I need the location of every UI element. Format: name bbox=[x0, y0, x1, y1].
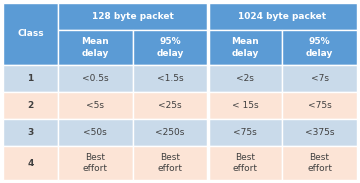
Bar bbox=[207, 3, 357, 30]
Bar bbox=[58, 65, 133, 92]
Bar bbox=[207, 92, 282, 119]
Bar bbox=[3, 3, 58, 65]
Text: 3: 3 bbox=[27, 128, 33, 137]
Text: Class: Class bbox=[17, 29, 44, 38]
Bar bbox=[133, 30, 207, 65]
Bar bbox=[207, 119, 282, 146]
Text: 95%
delay: 95% delay bbox=[306, 38, 333, 57]
Bar bbox=[207, 65, 282, 92]
Text: <1.5s: <1.5s bbox=[157, 74, 184, 83]
Bar bbox=[3, 146, 58, 180]
Text: 4: 4 bbox=[27, 158, 34, 167]
Text: <375s: <375s bbox=[305, 128, 334, 137]
Text: 1024 byte packet: 1024 byte packet bbox=[238, 12, 326, 21]
Bar bbox=[282, 119, 357, 146]
Bar bbox=[3, 92, 58, 119]
Bar bbox=[207, 146, 282, 180]
Bar bbox=[282, 30, 357, 65]
Bar bbox=[133, 146, 207, 180]
Text: <250s: <250s bbox=[156, 128, 185, 137]
Text: <5s: <5s bbox=[86, 101, 104, 110]
Text: Best
effort: Best effort bbox=[232, 153, 257, 173]
Bar bbox=[58, 3, 207, 30]
Bar bbox=[133, 92, 207, 119]
Text: Best
effort: Best effort bbox=[307, 153, 332, 173]
Text: <75s: <75s bbox=[308, 101, 332, 110]
Bar bbox=[282, 92, 357, 119]
Text: 1: 1 bbox=[27, 74, 33, 83]
Text: <2s: <2s bbox=[236, 74, 254, 83]
Text: <0.5s: <0.5s bbox=[82, 74, 109, 83]
Bar bbox=[133, 119, 207, 146]
Bar bbox=[3, 119, 58, 146]
Text: <50s: <50s bbox=[84, 128, 107, 137]
Text: 2: 2 bbox=[27, 101, 33, 110]
Text: Best
effort: Best effort bbox=[158, 153, 183, 173]
Bar bbox=[3, 65, 58, 92]
Bar bbox=[207, 30, 282, 65]
Text: < 15s: < 15s bbox=[231, 101, 258, 110]
Bar bbox=[58, 119, 133, 146]
Bar bbox=[133, 65, 207, 92]
Text: <75s: <75s bbox=[233, 128, 257, 137]
Text: <7s: <7s bbox=[311, 74, 329, 83]
Text: Mean
delay: Mean delay bbox=[231, 38, 259, 57]
Text: Best
effort: Best effort bbox=[83, 153, 108, 173]
Bar bbox=[282, 65, 357, 92]
Text: <25s: <25s bbox=[158, 101, 182, 110]
Bar bbox=[58, 30, 133, 65]
Bar bbox=[58, 146, 133, 180]
Bar bbox=[58, 92, 133, 119]
Bar bbox=[282, 146, 357, 180]
Text: 95%
delay: 95% delay bbox=[157, 38, 184, 57]
Text: 128 byte packet: 128 byte packet bbox=[92, 12, 174, 21]
Text: Mean
delay: Mean delay bbox=[81, 38, 109, 57]
